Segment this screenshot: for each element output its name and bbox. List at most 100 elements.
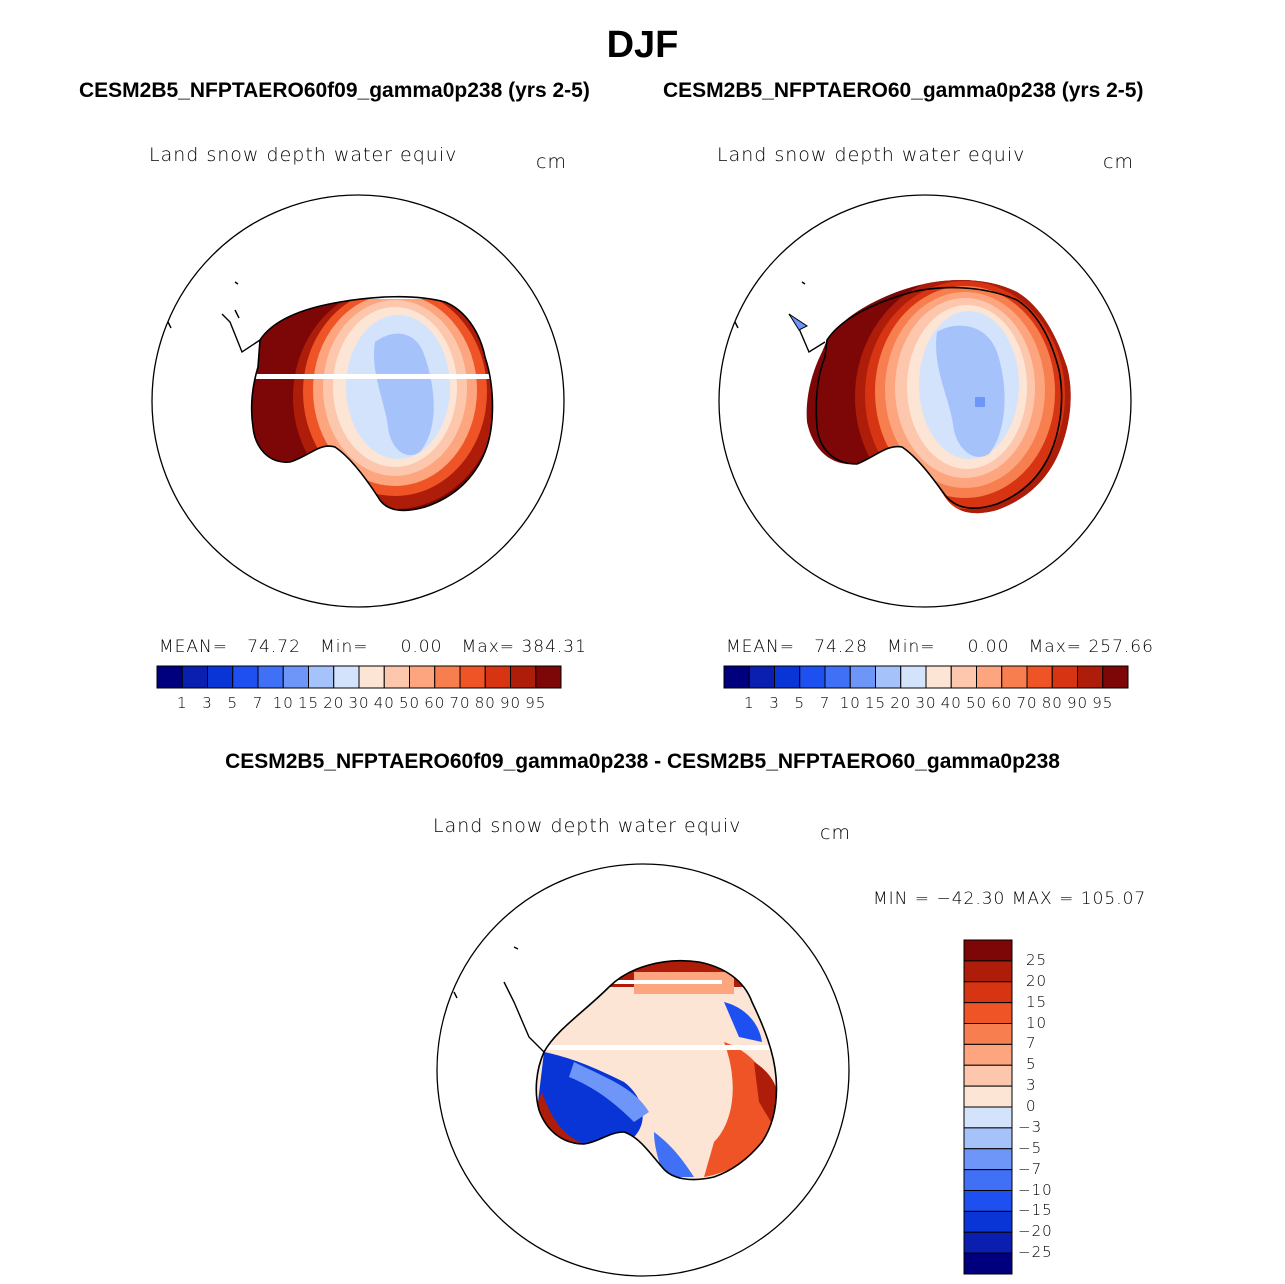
colorbar-tick-label: 7	[1026, 1034, 1037, 1053]
colorbar-swatch-left	[358, 665, 385, 689]
colorbar-tick-label: −5	[1018, 1138, 1043, 1157]
snow-field-left	[251, 296, 493, 511]
colorbar-swatch-diff	[963, 1210, 1013, 1233]
colorbar-swatch-right	[1026, 665, 1053, 689]
map-boundary-circle	[151, 194, 565, 608]
colorbar-swatch-left	[232, 665, 259, 689]
colorbar-tick-label: 3	[1026, 1076, 1037, 1095]
colorbar-swatch-diff	[963, 1190, 1013, 1212]
colorbar-tick-label: 10	[272, 694, 294, 712]
colorbar-swatch-right	[950, 665, 977, 689]
case-title-left: CESM2B5_NFPTAERO60f09_gamma0p238 (yrs 2-…	[79, 79, 590, 102]
max-value-left: 384.31	[521, 637, 587, 657]
colorbar-tick-label: 20	[890, 694, 912, 712]
colorbar-swatch-left	[257, 665, 284, 689]
colorbar-ticks-diff: 25 20 15 10 7 5 3 0 −3 −5 −7 −10 −15 −20 −25	[1018, 940, 1078, 1274]
colorbar-tick-label: 40	[373, 694, 395, 712]
stats-left: MEAN= 74.72 Min= 0.00 Max= 384.31	[159, 637, 587, 657]
colorbar-swatch-right	[723, 665, 750, 689]
colorbar-tick-label: 5	[227, 694, 239, 712]
colorbar-swatch-left	[383, 665, 410, 689]
colorbar-swatch-diff	[963, 1023, 1013, 1045]
polar-map-right	[718, 194, 1132, 608]
colorbar-swatch-diff	[963, 960, 1013, 983]
colorbar-swatch-left	[308, 665, 335, 689]
colorbar-tick-label: 1	[176, 694, 188, 712]
colorbar-swatch-diff	[963, 1106, 1013, 1129]
colorbar-tick-label: −7	[1018, 1159, 1043, 1178]
max-label-right: Max=	[1028, 637, 1083, 657]
stats-right: MEAN= 74.28 Min= 0.00 Max= 257.66	[726, 637, 1154, 657]
colorbar-swatch-right	[875, 665, 902, 689]
minmax-diff: MIN = −42.30 MAX = 105.07	[873, 889, 1147, 909]
colorbar-tick-label: −20	[1018, 1222, 1053, 1241]
colorbar-swatch-diff	[963, 1169, 1013, 1191]
colorbar-swatch-right	[824, 665, 851, 689]
colorbar-tick-label: 5	[1026, 1055, 1037, 1074]
mean-value-left: 74.72	[247, 637, 301, 657]
colorbar-tick-label: 20	[1026, 971, 1048, 990]
colorbar-tick-label: 15	[864, 694, 887, 712]
colorbar-tick-label: 90	[499, 694, 522, 712]
field-name-diff: Land snow depth water equiv	[433, 815, 742, 837]
colorbar-swatch-right	[925, 665, 952, 689]
colorbar-tick-label: 15	[1026, 992, 1048, 1011]
polar-map-left	[151, 194, 565, 608]
mean-value-right: 74.28	[814, 637, 868, 657]
colorbar-tick-label: 30	[915, 694, 937, 712]
colorbar-swatch-left	[156, 665, 183, 689]
colorbar-tick-label: 70	[449, 694, 471, 712]
colorbar-swatch-diff	[963, 1127, 1013, 1150]
case-title-right: CESM2B5_NFPTAERO60_gamma0p238 (yrs 2-5)	[663, 79, 1144, 102]
season-title: DJF	[606, 24, 679, 66]
colorbar-tick-label: −15	[1018, 1201, 1053, 1220]
colorbar-swatch-diff	[963, 1252, 1013, 1275]
difference-title: CESM2B5_NFPTAERO60f09_gamma0p238 - CESM2…	[225, 750, 1060, 773]
polar-map-diff	[436, 863, 850, 1277]
max-label-left: Max=	[461, 637, 516, 657]
units-left: cm	[536, 151, 567, 173]
colorbar-tick-label: 3	[769, 694, 780, 712]
units-diff: cm	[820, 822, 851, 844]
colorbar-tick-label: 60	[424, 694, 446, 712]
field-name-right: Land snow depth water equiv	[717, 144, 1026, 166]
colorbar-swatch-right	[900, 665, 927, 689]
colorbar-tick-label: 10	[1026, 1013, 1048, 1032]
colorbar-swatch-diff	[963, 1064, 1013, 1087]
map-boundary-circle	[718, 194, 1132, 608]
map-boundary-circle	[436, 863, 850, 1277]
colorbar-tick-label: 0	[1026, 1097, 1037, 1115]
colorbar-tick-label: 3	[202, 694, 213, 712]
min-value-right: 0.00	[967, 637, 1010, 657]
colorbar-tick-label: −3	[1018, 1117, 1043, 1136]
colorbar-swatch-diff	[963, 1148, 1013, 1171]
colorbar-tick-label: 20	[323, 694, 345, 712]
colorbar-swatch-left	[181, 665, 208, 689]
colorbar-swatch-right	[1051, 665, 1078, 689]
colorbar-swatch-diff	[963, 1002, 1013, 1024]
max-value-right: 257.66	[1088, 637, 1154, 657]
colorbar-swatch-left	[459, 665, 486, 689]
colorbar-tick-label: 80	[1041, 694, 1063, 712]
colorbar-tick-label: 40	[940, 694, 962, 712]
colorbar-swatch-left	[484, 665, 511, 689]
colorbar-ticks-left: 1 3 5 7 10 15 20 30 40 50 60 70 80 90 95	[157, 694, 561, 714]
colorbar-tick-label: 50	[965, 694, 988, 712]
colorbar-swatch-left	[510, 665, 537, 689]
colorbar-tick-label: 25	[1026, 950, 1048, 969]
colorbar-ticks-right: 1 3 5 7 10 15 20 30 40 50 60 70 80 90 95	[724, 694, 1128, 714]
units-right: cm	[1103, 151, 1134, 173]
min-label-left: Min=	[320, 637, 369, 657]
colorbar-tick-label: 1	[743, 694, 755, 712]
colorbar-tick-label: 15	[297, 694, 320, 712]
colorbar-tick-label: −10	[1018, 1180, 1053, 1199]
coastline-left	[250, 295, 494, 512]
colorbar-tick-label: 7	[819, 694, 831, 712]
colorbar-tick-label: −25	[1018, 1243, 1053, 1262]
colorbar-tick-label: 80	[474, 694, 496, 712]
colorbar-diff	[963, 939, 1013, 1275]
mean-label-right: MEAN=	[726, 637, 795, 657]
colorbar-left	[156, 665, 562, 689]
colorbar-tick-label: 7	[252, 694, 264, 712]
colorbar-tick-label: 95	[525, 694, 547, 712]
